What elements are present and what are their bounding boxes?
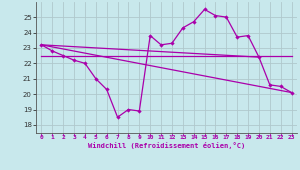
- X-axis label: Windchill (Refroidissement éolien,°C): Windchill (Refroidissement éolien,°C): [88, 142, 245, 149]
